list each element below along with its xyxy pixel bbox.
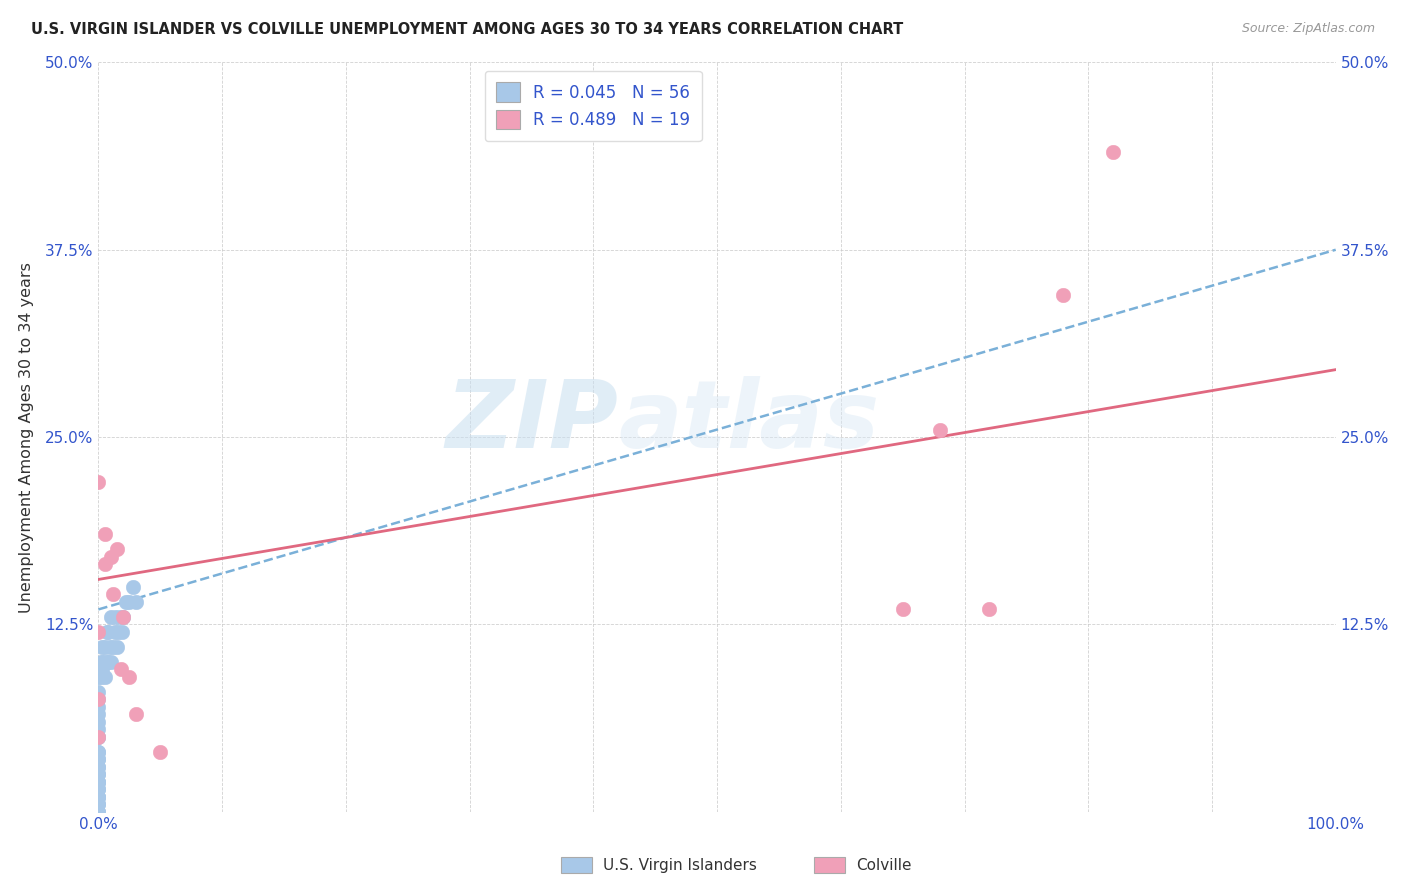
- Text: atlas: atlas: [619, 376, 879, 468]
- Point: [98, 640, 121, 654]
- Point: [87, 752, 110, 766]
- Text: Source: ZipAtlas.com: Source: ZipAtlas.com: [1241, 22, 1375, 36]
- Point: [93, 655, 115, 669]
- Point: [87, 797, 110, 812]
- Point: [87, 745, 110, 759]
- Point: [87, 670, 110, 684]
- Point: [104, 610, 127, 624]
- Point: [87, 789, 110, 804]
- Point: [103, 640, 125, 654]
- Point: [103, 587, 125, 601]
- Legend: R = 0.045   N = 56, R = 0.489   N = 19: R = 0.045 N = 56, R = 0.489 N = 19: [485, 70, 702, 141]
- Point: [149, 745, 172, 759]
- Point: [105, 640, 128, 654]
- Point: [118, 595, 141, 609]
- Point: [979, 602, 1001, 616]
- Point: [87, 767, 110, 781]
- Point: [87, 752, 110, 766]
- Point: [1102, 145, 1125, 160]
- Point: [87, 760, 110, 774]
- Point: [87, 805, 110, 819]
- Point: [90, 655, 112, 669]
- Point: [105, 542, 128, 557]
- Point: [103, 624, 125, 639]
- Point: [110, 662, 132, 676]
- Point: [87, 760, 110, 774]
- Point: [97, 655, 120, 669]
- Point: [112, 610, 135, 624]
- Point: [100, 655, 122, 669]
- Point: [87, 692, 110, 706]
- Point: [1052, 287, 1074, 301]
- Point: [87, 782, 110, 797]
- Point: [96, 624, 118, 639]
- Text: U.S. VIRGIN ISLANDER VS COLVILLE UNEMPLOYMENT AMONG AGES 30 TO 34 YEARS CORRELAT: U.S. VIRGIN ISLANDER VS COLVILLE UNEMPLO…: [31, 22, 903, 37]
- Point: [93, 640, 115, 654]
- Point: [87, 797, 110, 812]
- Point: [100, 610, 122, 624]
- Point: [122, 580, 145, 594]
- Point: [90, 670, 112, 684]
- Point: [87, 730, 110, 744]
- Text: ZIP: ZIP: [446, 376, 619, 468]
- Point: [891, 602, 914, 616]
- Point: [114, 595, 136, 609]
- Point: [87, 774, 110, 789]
- Point: [87, 782, 110, 797]
- Text: Colville: Colville: [856, 858, 911, 872]
- Point: [87, 699, 110, 714]
- Point: [112, 610, 135, 624]
- Point: [111, 624, 134, 639]
- Point: [93, 670, 115, 684]
- Point: [118, 670, 141, 684]
- Point: [87, 624, 110, 639]
- Text: U.S. Virgin Islanders: U.S. Virgin Islanders: [603, 858, 756, 872]
- Point: [87, 723, 110, 737]
- Point: [124, 595, 146, 609]
- Point: [87, 685, 110, 699]
- Point: [87, 707, 110, 722]
- Point: [87, 745, 110, 759]
- Point: [124, 707, 146, 722]
- Point: [87, 805, 110, 819]
- Point: [928, 423, 950, 437]
- Point: [100, 549, 122, 564]
- Point: [96, 655, 118, 669]
- Point: [107, 624, 129, 639]
- Point: [87, 774, 110, 789]
- Point: [87, 730, 110, 744]
- Point: [87, 789, 110, 804]
- Point: [110, 610, 132, 624]
- Point: [87, 714, 110, 729]
- Y-axis label: Unemployment Among Ages 30 to 34 years: Unemployment Among Ages 30 to 34 years: [18, 261, 34, 613]
- Point: [87, 692, 110, 706]
- Point: [87, 730, 110, 744]
- Point: [87, 774, 110, 789]
- Point: [87, 805, 110, 819]
- Point: [87, 789, 110, 804]
- Point: [93, 558, 115, 572]
- Point: [87, 767, 110, 781]
- Point: [91, 640, 114, 654]
- Point: [87, 475, 110, 489]
- Point: [91, 662, 114, 676]
- Point: [97, 624, 120, 639]
- Point: [93, 527, 115, 541]
